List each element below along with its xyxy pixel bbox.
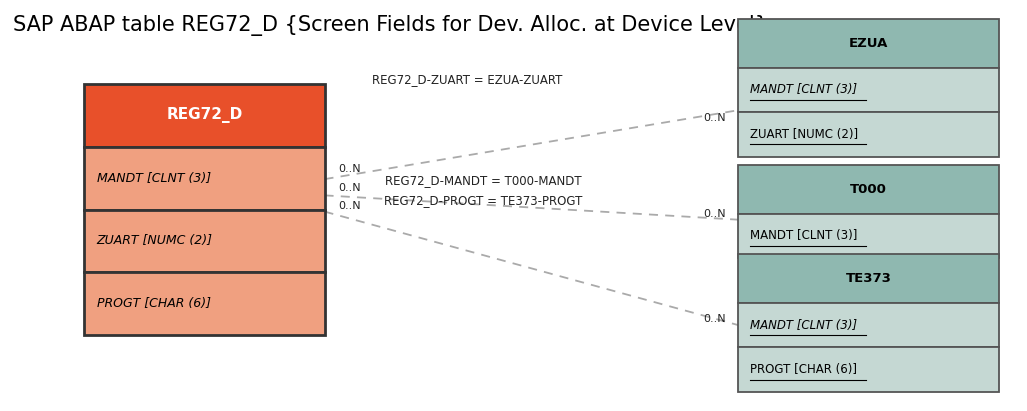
FancyBboxPatch shape xyxy=(84,272,325,335)
Text: MANDT [CLNT (3)]: MANDT [CLNT (3)] xyxy=(751,83,858,97)
Text: ZUART [NUMC (2)]: ZUART [NUMC (2)] xyxy=(97,235,213,247)
FancyBboxPatch shape xyxy=(84,210,325,272)
Text: MANDT [CLNT (3)]: MANDT [CLNT (3)] xyxy=(751,319,858,332)
Text: 0..N: 0..N xyxy=(338,164,360,174)
FancyBboxPatch shape xyxy=(84,147,325,210)
FancyBboxPatch shape xyxy=(738,303,998,347)
FancyBboxPatch shape xyxy=(738,214,998,258)
FancyBboxPatch shape xyxy=(84,84,325,147)
Text: 0..N: 0..N xyxy=(703,314,726,324)
FancyBboxPatch shape xyxy=(738,254,998,303)
Text: MANDT [CLNT (3)]: MANDT [CLNT (3)] xyxy=(97,172,211,185)
Text: T000: T000 xyxy=(850,183,887,196)
Text: EZUA: EZUA xyxy=(848,37,888,50)
FancyBboxPatch shape xyxy=(738,68,998,112)
Text: MANDT [CLNT (3)]: MANDT [CLNT (3)] xyxy=(751,229,858,242)
FancyBboxPatch shape xyxy=(738,112,998,157)
FancyBboxPatch shape xyxy=(738,165,998,214)
Text: REG72_D-MANDT = T000-MANDT: REG72_D-MANDT = T000-MANDT xyxy=(384,174,581,187)
Text: REG72_D-PROGT = TE373-PROGT: REG72_D-PROGT = TE373-PROGT xyxy=(384,194,582,208)
Text: 0..N: 0..N xyxy=(703,113,726,123)
Text: PROGT [CHAR (6)]: PROGT [CHAR (6)] xyxy=(751,363,858,376)
Text: REG72_D-ZUART = EZUA-ZUART: REG72_D-ZUART = EZUA-ZUART xyxy=(373,73,563,86)
Text: ZUART [NUMC (2)]: ZUART [NUMC (2)] xyxy=(751,128,859,141)
FancyBboxPatch shape xyxy=(738,19,998,68)
Text: 0..N: 0..N xyxy=(338,201,360,211)
Text: TE373: TE373 xyxy=(845,272,891,285)
Text: REG72_D: REG72_D xyxy=(166,107,242,123)
Text: SAP ABAP table REG72_D {Screen Fields for Dev. Alloc. at Device Level}: SAP ABAP table REG72_D {Screen Fields fo… xyxy=(13,15,768,36)
FancyBboxPatch shape xyxy=(738,347,998,392)
Text: PROGT [CHAR (6)]: PROGT [CHAR (6)] xyxy=(97,297,211,310)
Text: 0..N: 0..N xyxy=(338,183,360,193)
Text: 0..N: 0..N xyxy=(703,209,726,219)
